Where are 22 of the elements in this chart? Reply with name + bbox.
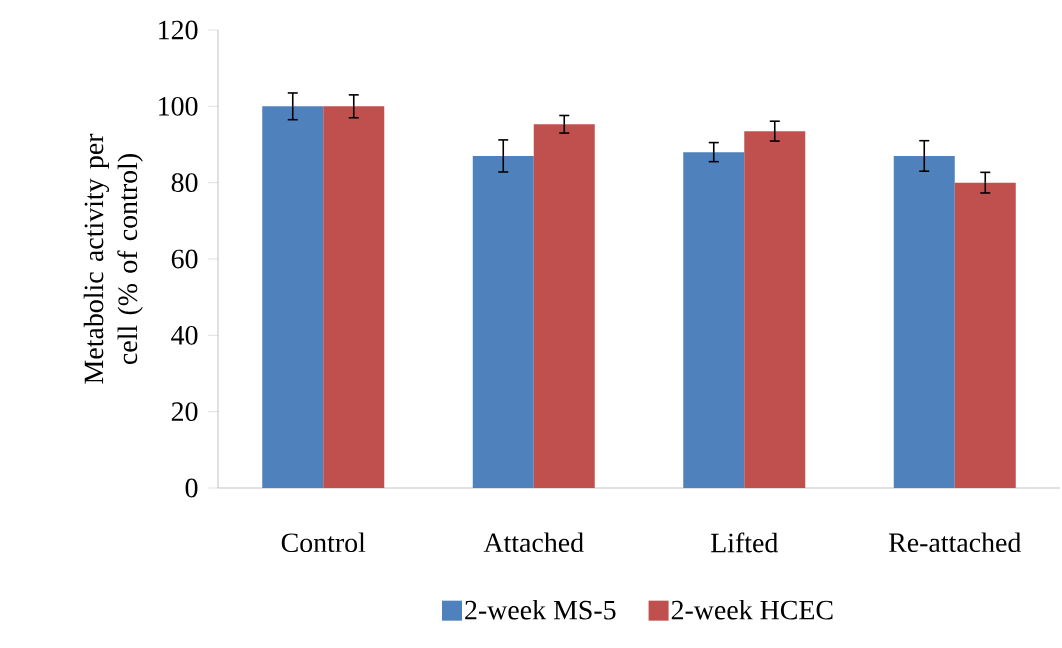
- bar: [323, 106, 385, 488]
- x-tick-label: Re-attached: [888, 532, 1022, 553]
- bar: [893, 155, 955, 488]
- bar: [954, 182, 1016, 488]
- y-tick-label: 0: [185, 478, 198, 498]
- x-tick-label: Lifted: [710, 532, 779, 553]
- y-tick-label: 100: [159, 96, 198, 116]
- legend-label: 2-week MS-5: [465, 599, 616, 620]
- y-tick-label: 40: [171, 325, 198, 345]
- bar: [744, 131, 806, 488]
- bar: [683, 152, 745, 488]
- y-axis-title: Metabolic activity per cell (% of control): [83, 133, 143, 384]
- y-tick-label: 80: [171, 173, 198, 193]
- legend-label: 2-week HCEC: [671, 599, 833, 620]
- bar: [533, 124, 595, 488]
- y-tick-label: 120: [159, 20, 198, 40]
- x-tick-label: Attached: [483, 532, 584, 553]
- x-tick-label: Control: [281, 532, 366, 553]
- y-tick-label: 60: [171, 249, 198, 269]
- y-tick-label: 20: [171, 402, 198, 422]
- bar: [472, 155, 534, 488]
- bar: [262, 106, 324, 488]
